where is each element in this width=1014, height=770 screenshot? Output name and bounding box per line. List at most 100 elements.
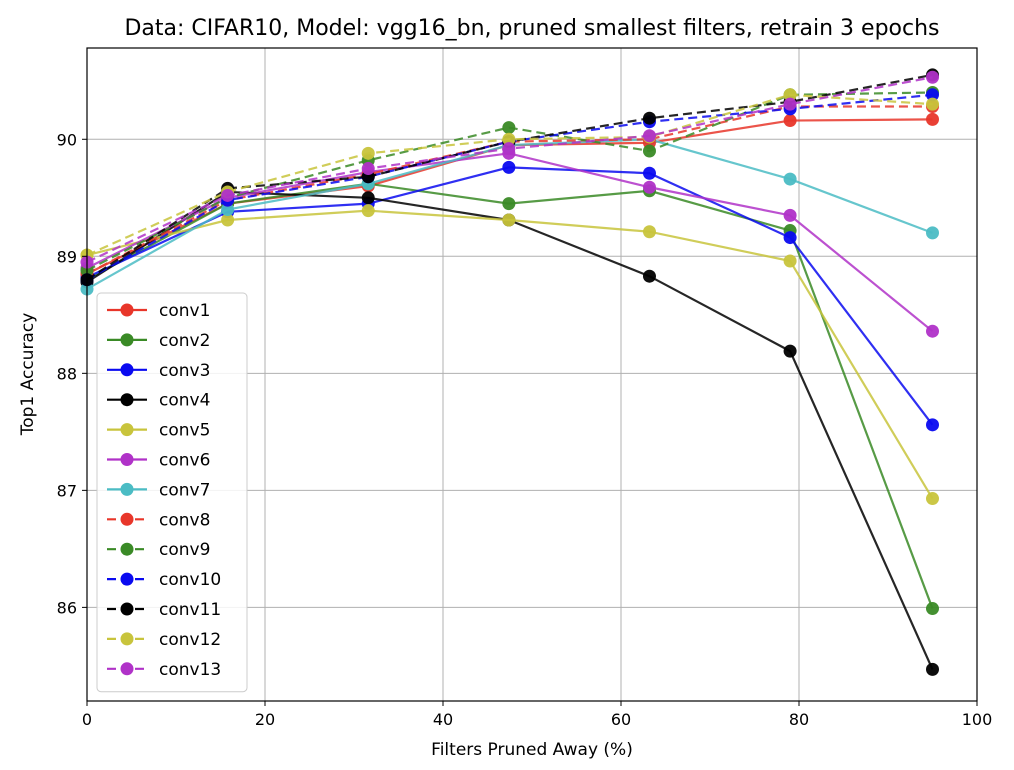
- data-point: [783, 88, 797, 102]
- legend-label: conv1: [159, 301, 210, 321]
- data-point: [361, 146, 375, 160]
- legend-box: [96, 292, 248, 693]
- data-point: [926, 492, 939, 506]
- data-point: [642, 225, 656, 239]
- data-point: [783, 172, 797, 186]
- legend-item-conv10: conv10: [107, 570, 221, 590]
- legend-item-conv6: conv6: [107, 451, 210, 471]
- data-point: [502, 160, 516, 174]
- data-point: [783, 114, 797, 128]
- chart-title: Data: CIFAR10, Model: vgg16_bn, pruned s…: [124, 16, 939, 41]
- data-point: [502, 132, 516, 146]
- y-tick-label: 86: [57, 598, 77, 617]
- legend-swatch-marker: [120, 333, 134, 347]
- x-tick-label: 40: [433, 710, 453, 729]
- data-point: [926, 662, 939, 676]
- y-axis-label: Top1 Accuracy: [18, 313, 38, 437]
- legend-swatch-marker: [120, 632, 134, 646]
- series-conv13: [80, 70, 939, 269]
- legend-swatch-marker: [120, 512, 134, 526]
- x-tick-label: 20: [255, 710, 275, 729]
- data-point: [926, 112, 939, 126]
- legend-item-conv1: conv1: [107, 301, 210, 321]
- series-conv12: [80, 88, 939, 262]
- legend-item-conv12: conv12: [107, 630, 221, 650]
- data-point: [783, 231, 797, 245]
- legend-swatch-marker: [120, 662, 134, 676]
- data-point: [642, 129, 656, 143]
- data-point: [642, 269, 656, 283]
- x-tick-label: 80: [789, 710, 809, 729]
- data-point: [926, 324, 939, 338]
- data-point: [361, 162, 375, 176]
- legend-label: conv2: [159, 331, 210, 351]
- legend-label: conv3: [159, 361, 210, 381]
- x-axis-label: Filters Pruned Away (%): [431, 740, 633, 760]
- legend-swatch-marker: [120, 602, 134, 616]
- legend-item-conv2: conv2: [107, 331, 210, 351]
- legend-swatch-marker: [120, 303, 134, 317]
- data-point: [926, 226, 939, 240]
- legend-item-conv9: conv9: [107, 540, 210, 560]
- legend: conv1 conv2 conv3 conv4 conv5 conv6 conv7 conv8…: [96, 292, 248, 693]
- legend-label: conv12: [159, 630, 221, 650]
- data-point: [361, 204, 375, 218]
- legend-item-conv7: conv7: [107, 480, 210, 500]
- data-point: [926, 602, 939, 616]
- data-point: [221, 202, 235, 216]
- data-point: [221, 188, 235, 202]
- data-point: [926, 88, 939, 102]
- data-point: [642, 144, 656, 158]
- legend-swatch-marker: [120, 482, 134, 496]
- x-tick-label: 0: [82, 710, 92, 729]
- legend-label: conv10: [159, 570, 221, 590]
- legend-swatch-marker: [120, 453, 134, 466]
- legend-item-conv11: conv11: [107, 600, 221, 620]
- legend-item-conv4: conv4: [107, 391, 210, 411]
- legend-item-conv13: conv13: [107, 660, 221, 680]
- legend-label: conv5: [159, 421, 210, 441]
- series-conv9: [80, 85, 939, 277]
- y-tick-label: 90: [57, 130, 77, 149]
- data-point: [926, 70, 939, 84]
- x-tick-label: 100: [962, 710, 993, 729]
- data-point: [783, 208, 797, 222]
- legend-item-conv3: conv3: [107, 361, 210, 381]
- data-point: [783, 97, 797, 111]
- data-point: [502, 121, 516, 135]
- legend-label: conv13: [159, 660, 221, 680]
- legend-label: conv11: [159, 600, 221, 620]
- plot-frame: [86, 47, 978, 702]
- y-axis: 86 87 88 89 90: [57, 130, 87, 617]
- y-tick-label: 87: [57, 481, 77, 500]
- data-point: [642, 111, 656, 125]
- legend-label: conv6: [159, 451, 210, 471]
- x-axis: 0 20 40 60 80 100: [82, 701, 992, 729]
- legend-swatch-marker: [120, 423, 134, 437]
- legend-label: conv4: [159, 391, 210, 411]
- legend-label: conv8: [159, 510, 210, 530]
- legend-item-conv5: conv5: [107, 421, 210, 441]
- legend-swatch-marker: [120, 572, 134, 586]
- data-point: [361, 191, 375, 205]
- data-point: [926, 418, 939, 432]
- legend-label: conv9: [159, 540, 210, 560]
- legend-item-conv8: conv8: [107, 510, 210, 530]
- series-line: [86, 93, 933, 257]
- legend-swatch-marker: [120, 542, 134, 556]
- y-tick-label: 88: [57, 364, 77, 383]
- legend-swatch-marker: [120, 393, 134, 407]
- series-line: [86, 91, 933, 272]
- data-point: [783, 344, 797, 358]
- legend-label: conv7: [159, 480, 210, 500]
- data-point: [926, 97, 939, 111]
- x-tick-label: 60: [611, 710, 631, 729]
- data-point: [642, 180, 656, 194]
- data-point: [783, 254, 797, 268]
- data-point: [221, 213, 235, 227]
- legend-swatch-marker: [120, 363, 134, 377]
- data-point: [502, 213, 516, 227]
- data-point: [502, 142, 516, 156]
- y-tick-label: 89: [57, 247, 77, 266]
